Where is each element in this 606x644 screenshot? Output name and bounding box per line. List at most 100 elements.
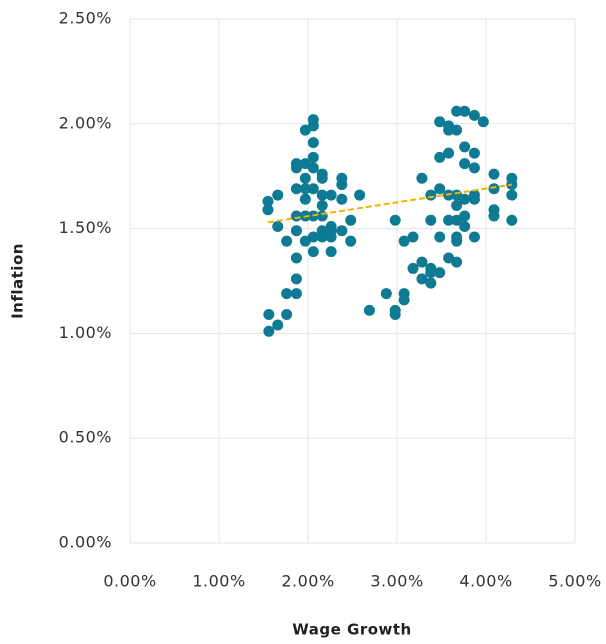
point: [434, 183, 446, 195]
point: [299, 193, 311, 205]
point: [325, 246, 337, 258]
point: [307, 137, 319, 149]
point: [336, 179, 348, 191]
point: [425, 189, 437, 201]
point: [272, 189, 284, 201]
point: [307, 231, 319, 243]
point: [443, 124, 455, 136]
point: [451, 105, 463, 117]
point: [380, 288, 392, 300]
point: [425, 214, 437, 226]
point: [389, 214, 401, 226]
point: [416, 273, 428, 285]
point: [468, 193, 480, 205]
point: [307, 183, 319, 195]
point: [434, 151, 446, 163]
point: [345, 235, 357, 247]
y-tick-label: 0.00%: [59, 533, 112, 552]
y-tick-label: 2.00%: [59, 113, 112, 132]
point: [459, 105, 471, 117]
point: [488, 168, 500, 180]
point: [451, 124, 463, 136]
point: [407, 262, 419, 274]
point: [263, 325, 275, 337]
x-tick-label: 0.00%: [103, 572, 156, 591]
point: [506, 189, 518, 201]
point: [425, 267, 437, 279]
point: [263, 309, 275, 321]
point: [316, 200, 328, 212]
x-tick-label: 1.00%: [192, 572, 245, 591]
point: [451, 256, 463, 268]
point: [290, 183, 302, 195]
point: [468, 147, 480, 159]
point: [281, 309, 293, 321]
x-tick-label: 5.00%: [548, 572, 601, 591]
point: [290, 225, 302, 237]
point: [416, 256, 428, 268]
point: [262, 204, 274, 216]
point: [451, 200, 463, 212]
x-axis-title: Wage Growth: [292, 621, 412, 639]
trendline: [267, 183, 512, 224]
point: [316, 172, 328, 184]
point: [363, 304, 375, 316]
point: [325, 231, 337, 243]
point: [488, 210, 500, 222]
x-tick-label: 4.00%: [459, 572, 512, 591]
point: [506, 214, 518, 226]
point: [345, 214, 357, 226]
point: [354, 189, 366, 201]
x-tick-label: 2.00%: [281, 572, 334, 591]
y-tick-label: 2.50%: [59, 9, 112, 28]
point: [451, 235, 463, 247]
y-tick-label: 1.50%: [59, 218, 112, 237]
point: [290, 273, 302, 285]
point: [281, 235, 293, 247]
point: [336, 193, 348, 205]
point: [468, 162, 480, 174]
point: [459, 210, 471, 222]
point: [416, 172, 428, 184]
point: [443, 147, 455, 159]
point: [299, 183, 311, 195]
point: [477, 116, 489, 128]
point: [290, 252, 302, 264]
point: [290, 288, 302, 300]
point: [316, 210, 328, 222]
point: [459, 141, 471, 153]
point: [262, 195, 274, 207]
point: [316, 189, 328, 201]
point: [316, 231, 328, 243]
point: [299, 172, 311, 184]
x-tick-label: 3.00%: [370, 572, 423, 591]
y-axis-title: Inflation: [9, 243, 27, 319]
point: [290, 210, 302, 222]
point: [443, 214, 455, 226]
point: [398, 294, 410, 306]
point: [389, 309, 401, 321]
point: [272, 319, 284, 331]
point: [281, 288, 293, 300]
point: [325, 189, 337, 201]
point: [398, 235, 410, 247]
point: [290, 162, 302, 174]
y-tick-label: 0.50%: [59, 428, 112, 447]
point: [434, 267, 446, 279]
point: [459, 193, 471, 205]
point: [434, 116, 446, 128]
point: [407, 231, 419, 243]
point: [272, 221, 284, 233]
point: [307, 151, 319, 163]
point: [434, 231, 446, 243]
point: [307, 246, 319, 258]
point: [307, 120, 319, 132]
point: [336, 225, 348, 237]
point: [459, 221, 471, 233]
point: [459, 158, 471, 170]
point: [468, 109, 480, 121]
point: [307, 162, 319, 174]
point: [468, 231, 480, 243]
point: [488, 183, 500, 195]
